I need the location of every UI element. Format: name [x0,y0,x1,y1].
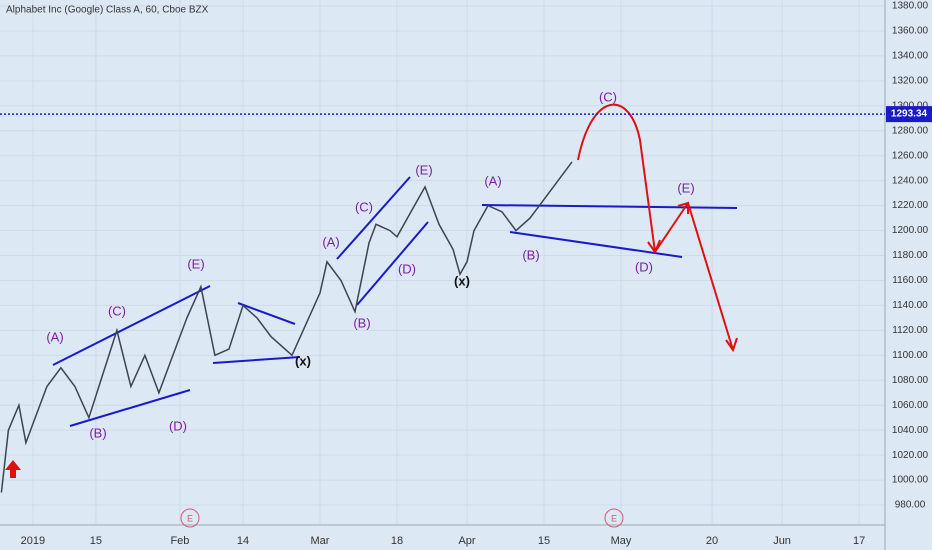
y-tick-label: 1180.00 [892,250,928,261]
y-tick-label: 1360.00 [892,26,929,37]
x-tick-label: May [611,535,632,547]
x-tick-label: 18 [391,535,403,547]
price-label-box [886,106,932,123]
projection-path [654,202,689,253]
wave-label: (A) [484,173,501,188]
wave-label: (x) [454,273,470,288]
wave-label: (C) [355,199,373,214]
projection-path [687,202,734,351]
wave-label: (A) [322,234,339,249]
chart-title: Alphabet Inc (Google) Class A, 60, Cboe … [6,5,209,16]
trendline [69,389,191,427]
arrowhead [725,337,738,353]
y-tick-label: 1220.00 [892,200,929,211]
y-tick-label: 1100.00 [892,350,928,361]
y-tick-label: 1160.00 [892,275,928,286]
wave-label: (C) [108,303,126,318]
projection [577,103,738,353]
y-tick-label: 1000.00 [892,475,929,486]
trendline [481,204,738,209]
y-tick-label: 1240.00 [892,175,929,186]
event-label: E [187,513,193,523]
y-tick-label: 1120.00 [892,325,928,336]
x-tick-label: 20 [706,535,718,547]
price-line [0,161,573,493]
y-tick-label: 1080.00 [892,375,929,386]
grid [0,0,885,525]
wave-label: (D) [635,259,653,274]
projection-path [577,103,656,253]
trendline [336,176,411,260]
y-tick-label: 1260.00 [892,150,929,161]
y-tick-label: 1060.00 [892,400,929,411]
price-axis [885,0,932,550]
event-label: E [611,513,617,523]
y-tick-label: 1280.00 [892,125,929,136]
wave-label: (E) [677,180,694,195]
y-tick-label: 1300.00 [892,100,929,111]
x-tick-label: 14 [237,535,249,547]
y-tick-label: 1340.00 [892,51,929,62]
price-label: 1293.34 [891,109,928,120]
wave-label: (B) [353,315,370,330]
x-tick-label: 15 [538,535,550,547]
event-marker [604,508,624,528]
y-tick-label: 1320.00 [892,75,929,86]
y-tick-label: 980.00 [895,500,926,511]
x-tick-label: 17 [853,535,865,547]
trendline [356,221,429,306]
x-tick-label: Mar [310,535,329,547]
trendline [52,285,211,366]
signal-arrow [5,460,21,478]
wave-label: (D) [169,418,187,433]
wave-label: (E) [415,162,432,177]
trendline [509,231,683,258]
trendline [237,302,296,325]
y-tick-label: 1140.00 [892,300,928,311]
wave-label: (B) [89,425,106,440]
trendlines [52,176,738,427]
y-tick-label: 1040.00 [892,425,929,436]
trendline [212,356,301,364]
wave-label: (A) [46,329,63,344]
plot [0,161,573,493]
y-tick-label: 1380.00 [892,1,929,12]
x-tick-label: Jun [773,535,791,547]
wave-label: (C) [599,89,617,104]
y-tick-label: 1200.00 [892,225,929,236]
wave-label: (x) [295,353,311,368]
y-tick-label: 1020.00 [892,450,929,461]
wave-label: (D) [398,261,416,276]
x-tick-label: Feb [170,535,189,547]
event-marker [180,508,200,528]
x-tick-label: 2019 [21,535,45,547]
wave-label: (E) [187,256,204,271]
wave-label: (B) [522,247,539,262]
x-tick-label: Apr [458,535,475,547]
x-tick-label: 15 [90,535,102,547]
